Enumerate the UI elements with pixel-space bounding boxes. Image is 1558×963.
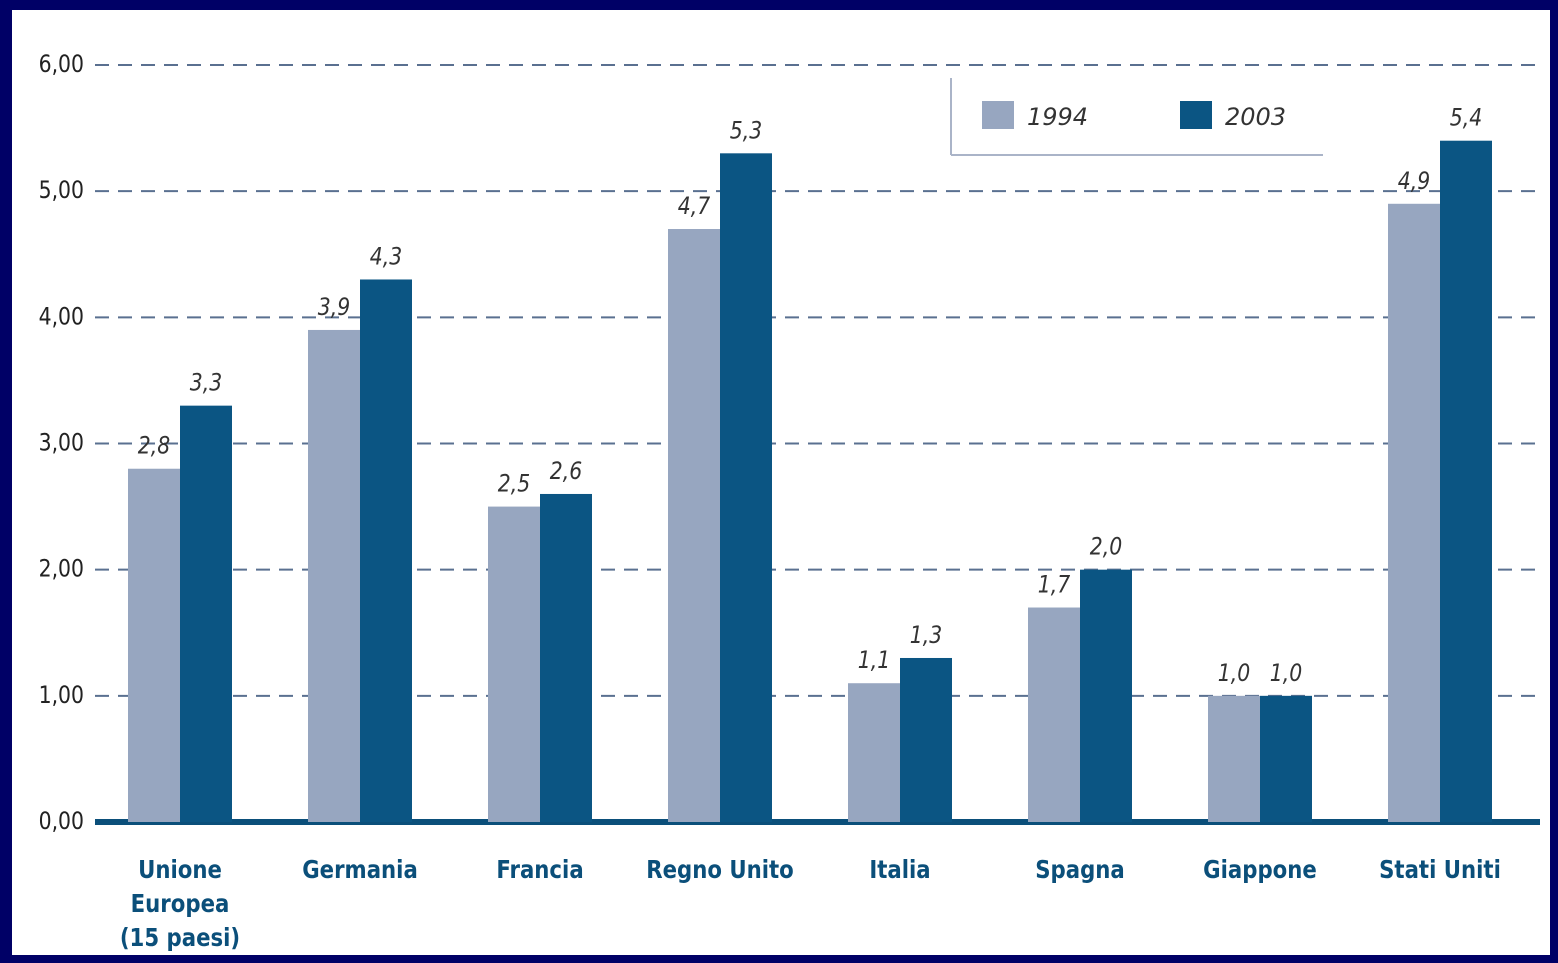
y-tick-label: 6,00 <box>39 50 84 78</box>
bar <box>488 506 540 822</box>
bar <box>720 153 772 823</box>
bar <box>1440 140 1492 822</box>
bar <box>360 279 412 822</box>
value-label: 2,5 <box>498 470 530 498</box>
bar <box>180 405 232 822</box>
value-label: 4,9 <box>1398 167 1430 195</box>
value-label: 4,7 <box>678 192 710 220</box>
bar <box>668 229 720 822</box>
x-tick-label: Unione Europea (15 paesi) <box>119 855 241 952</box>
value-label: 2,0 <box>1090 533 1122 561</box>
value-label: 3,9 <box>318 293 350 321</box>
value-label: 1,0 <box>1270 659 1302 687</box>
legend-label: 2003 <box>1225 103 1286 131</box>
legend-swatch <box>1180 101 1212 129</box>
x-tick-label: Spagna <box>1035 855 1125 884</box>
y-tick-label: 0,00 <box>39 807 84 835</box>
bar <box>1260 695 1312 822</box>
value-label: 1,3 <box>910 621 942 649</box>
value-label: 5,3 <box>730 117 762 145</box>
x-tick-label: Regno Unito <box>646 855 794 884</box>
bar <box>900 657 952 822</box>
x-tick-label: Stati Uniti <box>1379 855 1501 884</box>
y-tick-label: 4,00 <box>39 303 84 331</box>
x-tick-label: Francia <box>496 855 584 884</box>
legend-swatch <box>982 101 1014 129</box>
value-label: 5,4 <box>1450 104 1482 132</box>
x-tick-label: Germania <box>302 855 418 884</box>
x-tick-label: Giappone <box>1203 855 1317 884</box>
legend-label: 1994 <box>1027 103 1088 131</box>
value-label: 2,6 <box>550 457 582 485</box>
value-label: 2,8 <box>138 432 170 460</box>
bar <box>848 683 900 822</box>
y-tick-label: 1,00 <box>39 681 84 709</box>
y-tick-label: 3,00 <box>39 429 84 457</box>
value-label: 1,1 <box>858 647 890 675</box>
value-label: 1,7 <box>1038 571 1070 599</box>
bar <box>540 493 592 822</box>
bar <box>1080 569 1132 822</box>
bar <box>128 468 180 822</box>
y-tick-label: 5,00 <box>39 177 84 205</box>
bar <box>1208 695 1260 822</box>
bar <box>308 329 360 822</box>
y-tick-label: 2,00 <box>39 555 84 583</box>
value-label: 1,0 <box>1218 659 1250 687</box>
value-label: 4,3 <box>370 243 402 271</box>
bar <box>1028 607 1080 822</box>
value-label: 3,3 <box>190 369 222 397</box>
bar <box>1388 203 1440 823</box>
x-tick-label: Italia <box>869 855 931 884</box>
